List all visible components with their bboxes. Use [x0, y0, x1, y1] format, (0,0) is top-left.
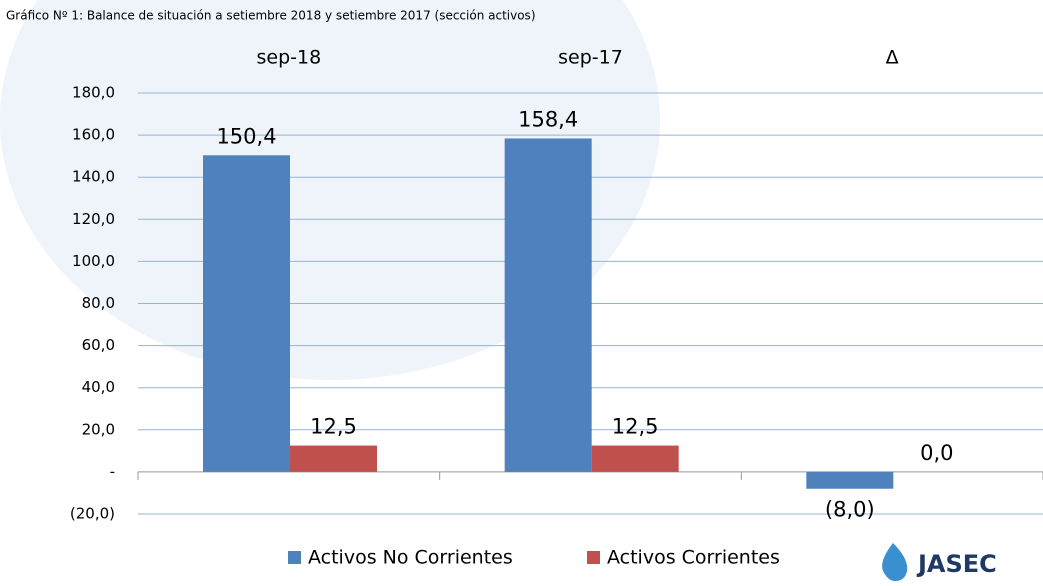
bar — [203, 155, 290, 472]
data-label: 12,5 — [310, 415, 357, 439]
x-tick-label: sep-18 — [256, 47, 321, 69]
legend-swatch — [288, 551, 301, 564]
y-tick-label: 120,0 — [72, 210, 115, 228]
y-tick-label: 100,0 — [72, 252, 115, 270]
bar — [806, 471, 894, 489]
data-label: 158,4 — [518, 107, 578, 131]
logo: JASEC — [916, 550, 997, 578]
logo-icon — [882, 543, 908, 581]
legend-label: Activos No Corrientes — [308, 547, 513, 569]
bar — [591, 445, 679, 472]
x-tick-label: sep-17 — [558, 47, 623, 69]
y-tick-label: 160,0 — [72, 126, 115, 144]
y-tick-label: - — [110, 462, 115, 480]
data-label: 0,0 — [920, 441, 953, 465]
y-tick-label: 20,0 — [82, 420, 115, 438]
background-swoosh — [0, 0, 660, 380]
legend-label: Activos Corrientes — [607, 547, 780, 569]
y-tick-label: 80,0 — [82, 294, 115, 312]
data-label: 150,4 — [216, 124, 276, 148]
y-tick-label: (20,0) — [70, 505, 115, 523]
y-tick-label: 40,0 — [82, 378, 115, 396]
legend-swatch — [587, 551, 600, 564]
y-tick-label: 60,0 — [82, 336, 115, 354]
chart-title: Gráfico Nº 1: Balance de situación a set… — [6, 9, 536, 23]
bar — [290, 445, 377, 472]
x-tick-label: Δ — [886, 47, 899, 69]
y-tick-label: 140,0 — [72, 168, 115, 186]
bar — [504, 138, 592, 472]
data-label: (8,0) — [825, 498, 875, 522]
data-label: 12,5 — [612, 415, 659, 439]
y-tick-label: 180,0 — [72, 84, 115, 102]
